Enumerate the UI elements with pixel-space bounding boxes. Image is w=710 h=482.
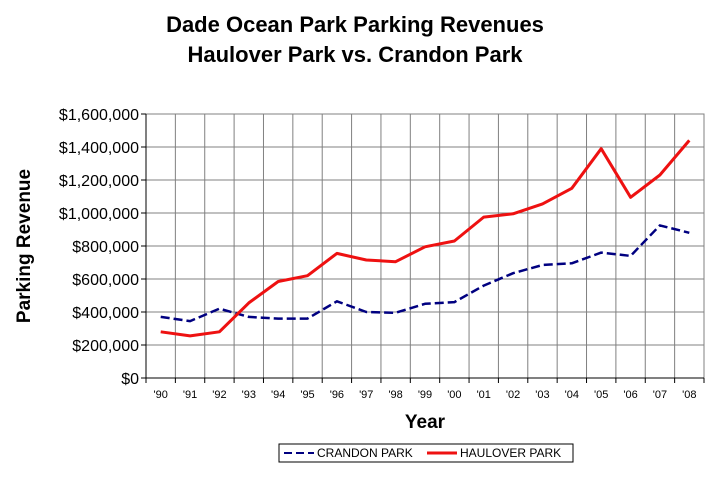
x-tick-label: '02	[506, 389, 520, 401]
legend: CRANDON PARK HAULOVER PARK	[278, 443, 574, 463]
x-tick-label: '98	[388, 389, 402, 401]
x-tick-label: '91	[183, 389, 197, 401]
y-tick-label: $1,600,000	[59, 107, 139, 124]
x-tick-label: '92	[212, 389, 226, 401]
y-tick-label: $200,000	[72, 338, 139, 355]
legend-label: CRANDON PARK	[317, 446, 413, 460]
x-tick-label: '05	[594, 389, 608, 401]
x-tick-label: '08	[682, 389, 696, 401]
x-tick-label: '04	[565, 389, 579, 401]
legend-box	[278, 443, 574, 463]
x-tick-label: '03	[535, 389, 549, 401]
chart-title: Dade Ocean Park Parking Revenues	[166, 12, 544, 37]
x-tick-label: '07	[653, 389, 667, 401]
x-tick-label: '97	[359, 389, 373, 401]
x-axis-ticks: '90 '91 '92 '93 '94 '95 '96 '97 '98 '99 '00 '01 '02 '…	[145, 378, 705, 401]
x-tick-label: '99	[418, 389, 432, 401]
y-tick-label: $0	[121, 371, 139, 388]
series-line-crandon-park	[160, 224, 690, 323]
y-tick-label: $800,000	[72, 239, 139, 256]
x-tick-label: '96	[330, 389, 344, 401]
y-tick-label: $600,000	[72, 272, 139, 289]
y-tick-label: $1,200,000	[59, 173, 139, 190]
x-tick-label: '00	[447, 389, 461, 401]
x-tick-label: '95	[300, 389, 314, 401]
series-line-haulover-park	[160, 139, 691, 338]
x-tick-label: '93	[242, 389, 256, 401]
y-tick-label: $400,000	[72, 305, 139, 322]
x-tick-label: '01	[477, 389, 491, 401]
x-tick-label: '94	[271, 389, 285, 401]
chart-subtitle: Haulover Park vs. Crandon Park	[187, 42, 523, 67]
y-axis-label: Parking Revenue	[14, 169, 35, 323]
x-tick-label: '06	[623, 389, 637, 401]
y-tick-label: $1,000,000	[59, 206, 139, 223]
x-axis-label: Year	[405, 412, 446, 433]
series-lines	[160, 139, 691, 338]
y-axis-ticks: $0 $200,000 $400,000 $600,000 $800,000 $1,000…	[59, 107, 146, 388]
legend-label: HAULOVER PARK	[460, 446, 561, 460]
y-tick-label: $1,400,000	[59, 140, 139, 157]
x-tick-label: '90	[154, 389, 168, 401]
